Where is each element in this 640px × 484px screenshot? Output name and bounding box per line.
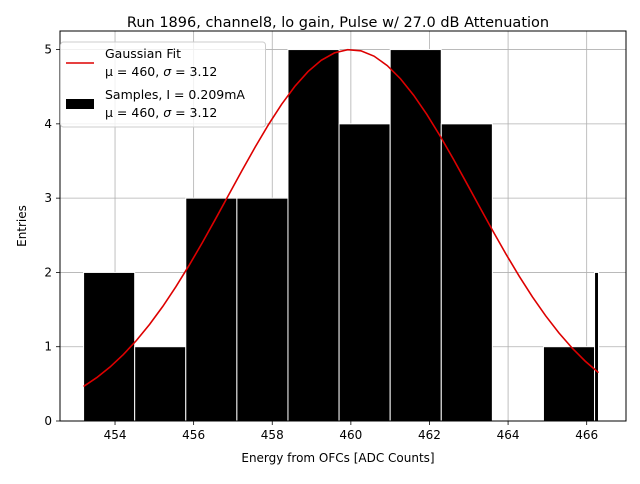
- histogram-bar: [594, 271, 599, 422]
- axes-frame: [59, 30, 627, 422]
- x-tick-label: 460: [339, 428, 362, 442]
- histogram-bar: [440, 123, 493, 422]
- y-tick-label: 5: [44, 43, 52, 57]
- x-tick-label: 462: [418, 428, 441, 442]
- x-tick-label: 464: [497, 428, 520, 442]
- histogram-bar: [134, 346, 187, 422]
- legend-fit-label: Gaussian Fit: [105, 46, 181, 61]
- histogram-bar: [83, 271, 136, 422]
- x-axis-ticks: 454 456 458 460 462 464 466: [104, 421, 598, 442]
- y-tick-label: 2: [44, 265, 52, 279]
- x-tick-label: 458: [261, 428, 284, 442]
- legend-samples-swatch: [66, 99, 94, 109]
- y-tick-label: 4: [44, 117, 52, 131]
- y-tick-label: 0: [44, 414, 52, 428]
- gaussian-fit-line: [83, 48, 600, 388]
- histogram-bar: [542, 346, 596, 422]
- histogram-bar: [338, 123, 391, 422]
- chart-title: Run 1896, channel8, lo gain, Pulse w/ 27…: [127, 15, 549, 31]
- y-axis-ticks: 0 1 2 3 4 5: [44, 43, 60, 428]
- legend-fit-params-mu: μ = 460,: [105, 64, 163, 79]
- histogram-bar: [236, 197, 289, 422]
- y-axis-label: Entries: [15, 205, 29, 247]
- histogram-bars: [83, 49, 599, 422]
- legend-samples-params: μ = 460, σ = 3.12: [105, 105, 217, 120]
- legend-fit-params-sigma-value: = 3.12: [171, 64, 217, 79]
- legend-samples-params-sigma-symbol: σ: [163, 105, 172, 120]
- y-tick-label: 3: [44, 191, 52, 205]
- histogram-bar: [287, 49, 340, 422]
- legend-fit-params-sigma-symbol: σ: [163, 64, 172, 79]
- histogram-bar: [389, 49, 442, 422]
- legend-fit-params: μ = 460, σ = 3.12: [105, 64, 217, 79]
- legend-samples-params-sigma-value: = 3.12: [171, 105, 217, 120]
- legend: Gaussian Fit μ = 460, σ = 3.12 Samples, …: [60, 41, 266, 128]
- x-tick-label: 454: [104, 428, 127, 442]
- x-tick-label: 466: [575, 428, 598, 442]
- legend-samples-params-mu: μ = 460,: [105, 105, 163, 120]
- x-axis-label: Energy from OFCs [ADC Counts]: [241, 451, 434, 465]
- legend-frame: [60, 41, 266, 128]
- histogram-bar: [185, 197, 238, 422]
- y-tick-label: 1: [44, 340, 52, 354]
- x-tick-label: 456: [182, 428, 205, 442]
- legend-samples-label: Samples, I = 0.209mA: [105, 87, 245, 102]
- gaussian-fit: [83, 48, 600, 388]
